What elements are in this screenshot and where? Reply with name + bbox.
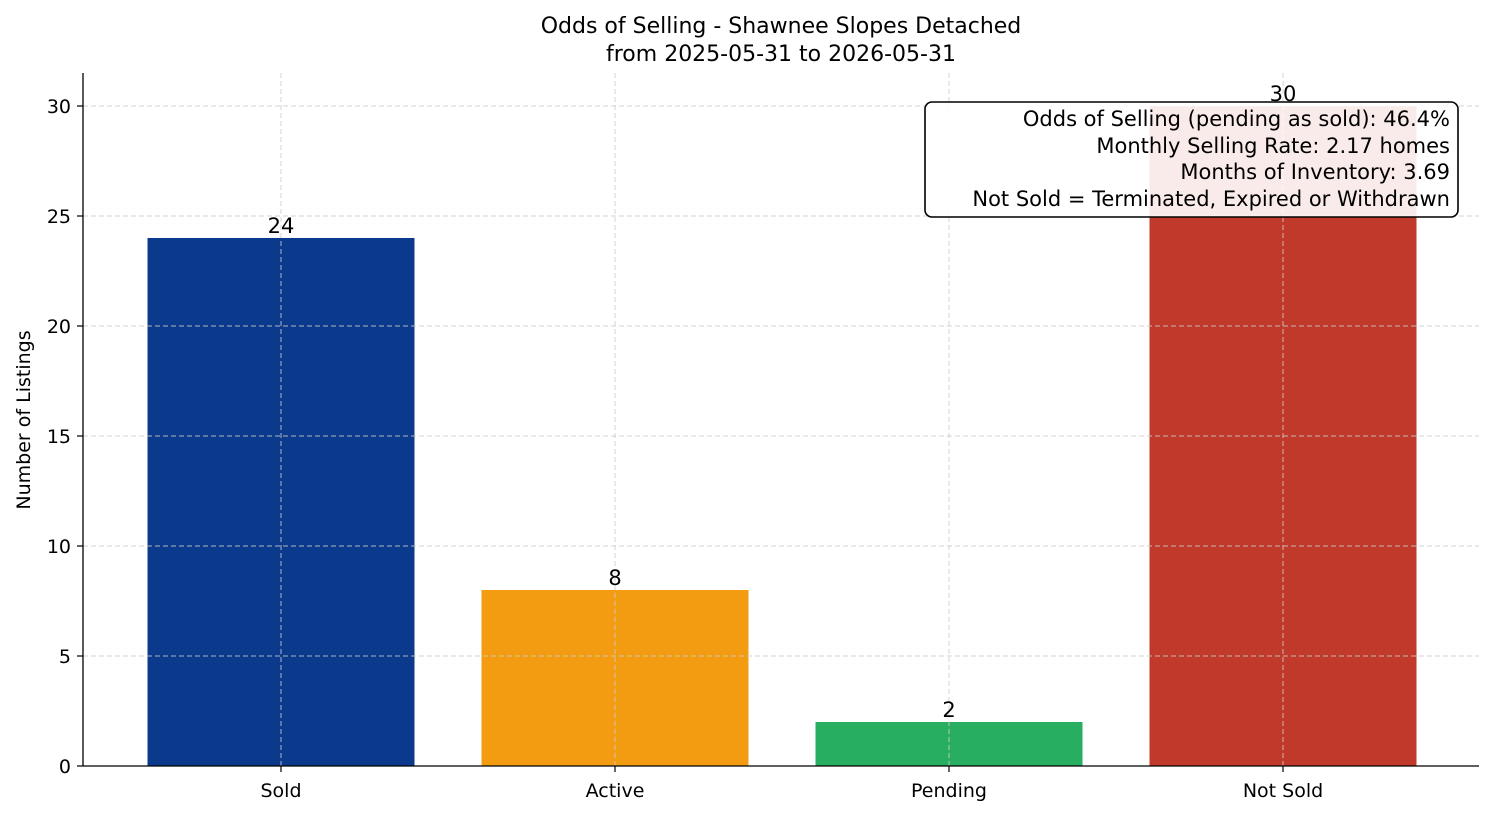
data-label-active: 8 (608, 566, 621, 590)
grid-layer (83, 73, 1479, 766)
y-tick-label: 0 (59, 756, 71, 778)
y-tick-label: 5 (59, 646, 71, 668)
annotation-line-odds: Odds of Selling (pending as sold): 46.4% (1023, 107, 1450, 131)
annotation-line-selling-rate: Monthly Selling Rate: 2.17 homes (1096, 134, 1450, 158)
y-axis-ticks: 0 5 10 15 20 25 30 (47, 96, 83, 778)
bar-pending (815, 722, 1083, 766)
x-tick-label: Pending (911, 780, 987, 802)
annotation-line-inventory: Months of Inventory: 3.69 (1180, 160, 1450, 184)
x-tick-label: Not Sold (1243, 780, 1323, 802)
y-tick-label: 25 (47, 206, 71, 228)
y-tick-label: 15 (47, 426, 71, 448)
data-label-pending: 2 (942, 698, 955, 722)
y-tick-label: 20 (47, 316, 71, 338)
chart-title: Odds of Selling - Shawnee Slopes Detache… (541, 14, 1022, 39)
data-label-sold: 24 (268, 214, 295, 238)
y-tick-label: 10 (47, 536, 71, 558)
y-axis-label: Number of Listings (13, 330, 35, 509)
x-tick-label: Active (586, 780, 645, 802)
annotation-line-not-sold-definition: Not Sold = Terminated, Expired or Withdr… (972, 187, 1450, 211)
y-tick-label: 30 (47, 96, 71, 118)
annotation-frame (924, 101, 1459, 218)
x-tick-label: Sold (260, 780, 301, 802)
chart-subtitle: from 2025-05-31 to 2026-05-31 (606, 42, 956, 67)
annotation-box: Odds of Selling (pending as sold): 46.4%… (924, 101, 1459, 218)
x-axis-ticks: Sold Active Pending Not Sold (260, 766, 1323, 802)
